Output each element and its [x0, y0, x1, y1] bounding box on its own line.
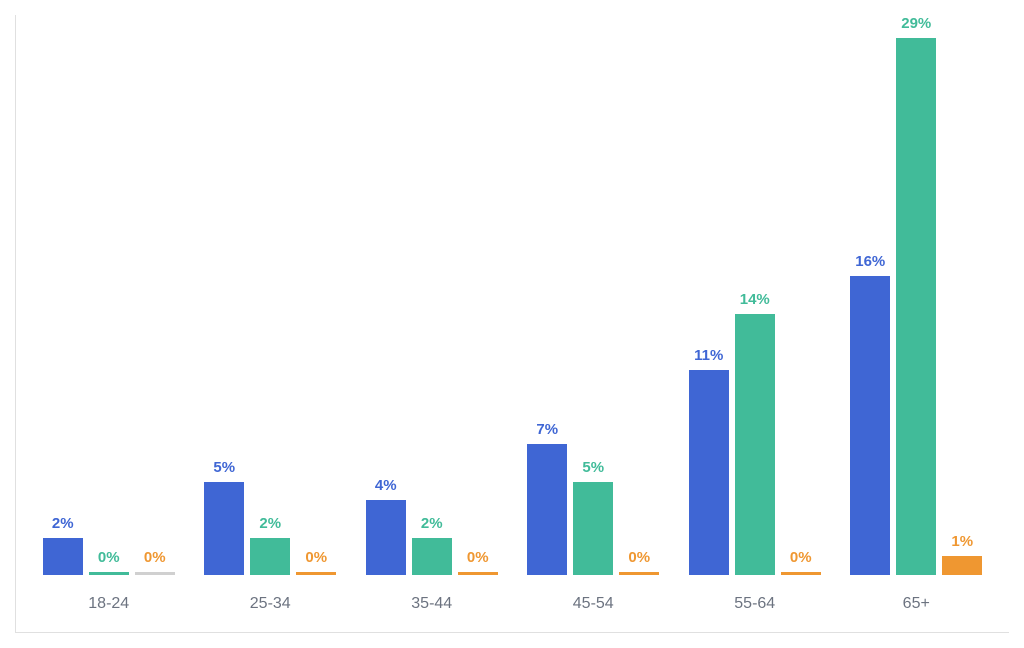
bar — [135, 572, 175, 575]
bar-group: 4% 2% 0% — [366, 15, 498, 575]
bar-value-label: 0% — [144, 549, 166, 566]
x-axis-label: 65+ — [841, 595, 991, 613]
bar-wrap: 7% — [527, 15, 567, 575]
bar-wrap: 16% — [850, 15, 890, 575]
bar-value-label: 2% — [259, 515, 281, 532]
bar — [296, 572, 336, 575]
bar-wrap: 0% — [89, 15, 129, 575]
bar — [781, 572, 821, 575]
bar — [412, 538, 452, 575]
bar-wrap: 2% — [43, 15, 83, 575]
bar-wrap: 2% — [250, 15, 290, 575]
x-axis-label: 35-44 — [357, 595, 507, 613]
bar-group: 5% 2% 0% — [204, 15, 336, 575]
bar-group: 2% 0% 0% — [43, 15, 175, 575]
bar-wrap: 0% — [296, 15, 336, 575]
bar-wrap: 14% — [735, 15, 775, 575]
bar-wrap: 0% — [619, 15, 659, 575]
bar — [850, 276, 890, 575]
x-axis-label: 55-64 — [680, 595, 830, 613]
bar-value-label: 16% — [855, 253, 885, 270]
bar-value-label: 11% — [694, 347, 723, 364]
x-axis-label: 18-24 — [34, 595, 184, 613]
bar-wrap: 5% — [573, 15, 613, 575]
bar-value-label: 7% — [536, 421, 558, 438]
bar — [573, 482, 613, 575]
bar-wrap: 11% — [689, 15, 729, 575]
bar-value-label: 5% — [582, 459, 604, 476]
bar-chart: 2% 0% 0% 5% 2% 0% 4% 2% 0% 7% 5% 0% 11% 14% 0% 16% 29% 1%… — [15, 15, 1009, 633]
x-axis-label: 25-34 — [195, 595, 345, 613]
bar-value-label: 4% — [375, 477, 397, 494]
x-axis-labels: 18-24 25-34 35-44 45-54 55-64 65+ — [16, 595, 1009, 613]
bar-group: 11% 14% 0% — [689, 15, 821, 575]
bar-value-label: 14% — [740, 291, 770, 308]
bar-wrap: 0% — [781, 15, 821, 575]
bar — [89, 572, 129, 575]
bar — [689, 370, 729, 575]
bar-value-label: 29% — [901, 15, 931, 32]
bar-value-label: 2% — [421, 515, 443, 532]
bar — [204, 482, 244, 575]
bar — [735, 314, 775, 575]
bar-value-label: 0% — [628, 549, 650, 566]
bar-wrap: 0% — [458, 15, 498, 575]
bar — [458, 572, 498, 575]
bar-wrap: 0% — [135, 15, 175, 575]
bar-wrap: 5% — [204, 15, 244, 575]
bar-value-label: 0% — [305, 549, 327, 566]
bar — [619, 572, 659, 575]
bar-wrap: 1% — [942, 15, 982, 575]
bar-value-label: 0% — [790, 549, 812, 566]
bar — [43, 538, 83, 575]
bar — [250, 538, 290, 575]
bar — [942, 556, 982, 575]
bar-value-label: 2% — [52, 515, 74, 532]
bar — [366, 500, 406, 575]
bar — [896, 38, 936, 575]
bar — [527, 444, 567, 575]
bar-wrap: 29% — [896, 15, 936, 575]
bar-wrap: 2% — [412, 15, 452, 575]
bar-value-label: 5% — [213, 459, 235, 476]
bar-wrap: 4% — [366, 15, 406, 575]
x-axis-label: 45-54 — [518, 595, 668, 613]
bar-groups: 2% 0% 0% 5% 2% 0% 4% 2% 0% 7% 5% 0% 11% 14% 0% 16% 29% 1% — [16, 15, 1009, 575]
bar-group: 16% 29% 1% — [850, 15, 982, 575]
plot-area: 2% 0% 0% 5% 2% 0% 4% 2% 0% 7% 5% 0% 11% 14% 0% 16% 29% 1% — [16, 15, 1009, 575]
bar-group: 7% 5% 0% — [527, 15, 659, 575]
bar-value-label: 0% — [98, 549, 120, 566]
bar-value-label: 1% — [951, 533, 973, 550]
bar-value-label: 0% — [467, 549, 489, 566]
